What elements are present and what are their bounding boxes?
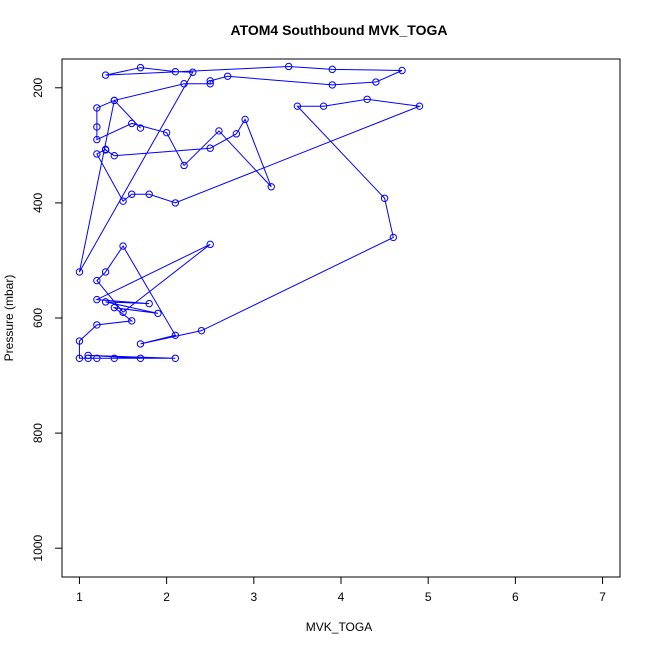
x-axis-label: MVK_TOGA xyxy=(306,620,372,634)
x-tick-label: 7 xyxy=(599,590,606,604)
data-point xyxy=(189,68,197,76)
data-point xyxy=(136,354,145,362)
data-point xyxy=(93,104,101,112)
plot-frame xyxy=(61,58,621,578)
data-point xyxy=(75,354,84,362)
y-tick-label: 400 xyxy=(31,193,45,213)
y-tick-label: 800 xyxy=(31,423,45,443)
x-tick-label: 4 xyxy=(338,590,345,604)
data-point xyxy=(162,128,171,137)
data-point xyxy=(119,197,127,205)
data-point xyxy=(84,354,92,362)
data-point xyxy=(380,194,389,202)
x-tick-label: 2 xyxy=(163,590,170,604)
x-tick-label: 1 xyxy=(76,590,83,604)
data-point xyxy=(154,309,162,318)
data-point xyxy=(93,135,101,144)
data-point xyxy=(328,81,336,89)
y-tick-label: 1000 xyxy=(31,535,45,562)
data-point xyxy=(206,144,214,152)
x-axis: 1 2 3 4 5 6 7 xyxy=(76,576,606,604)
data-point xyxy=(75,268,84,276)
x-tick-label: 3 xyxy=(250,590,257,604)
data-point xyxy=(110,303,119,312)
data-point xyxy=(206,77,214,85)
x-tick-label: 6 xyxy=(512,590,519,604)
data-point xyxy=(389,233,398,242)
data-point xyxy=(241,115,249,124)
data-point xyxy=(136,63,145,72)
data-point xyxy=(319,102,328,110)
data-point xyxy=(206,240,214,249)
data-point xyxy=(206,80,214,88)
data-point xyxy=(101,146,110,154)
data-point xyxy=(197,326,206,335)
data-point xyxy=(171,354,180,362)
data-point xyxy=(84,351,92,360)
data-point xyxy=(101,71,110,79)
data-point xyxy=(180,80,188,88)
data-point xyxy=(328,65,336,74)
x-tick-label: 5 xyxy=(425,590,432,604)
data-point xyxy=(128,317,136,325)
data-point xyxy=(372,78,380,86)
data-point xyxy=(101,268,110,276)
plot-area xyxy=(75,62,424,362)
y-tick-label: 600 xyxy=(31,308,45,328)
data-point xyxy=(128,119,136,128)
data-point xyxy=(93,295,101,304)
data-point xyxy=(215,127,223,135)
data-point xyxy=(128,190,136,198)
series-line xyxy=(78,65,422,359)
data-point xyxy=(415,102,424,110)
data-point xyxy=(363,95,371,103)
data-point xyxy=(110,354,119,362)
chart-title: ATOM4 Southbound MVK_TOGA xyxy=(231,22,448,38)
data-point xyxy=(93,123,101,131)
data-point xyxy=(136,124,145,132)
data-point xyxy=(110,96,119,105)
data-point xyxy=(119,242,127,250)
data-point xyxy=(171,199,180,207)
data-point xyxy=(93,354,101,362)
y-axis-label: Pressure (mbar) xyxy=(2,275,16,362)
data-point xyxy=(93,276,101,285)
data-point xyxy=(284,62,293,71)
data-point xyxy=(136,340,145,348)
data-point xyxy=(110,151,119,160)
data-point xyxy=(398,66,406,75)
data-point xyxy=(145,299,153,308)
data-point xyxy=(93,321,101,329)
data-point xyxy=(101,298,110,306)
data-point xyxy=(119,308,127,316)
data-point xyxy=(223,72,232,80)
data-point xyxy=(75,337,84,345)
data-point xyxy=(267,183,275,191)
data-point xyxy=(293,102,302,110)
data-point xyxy=(180,161,188,170)
data-point xyxy=(232,130,241,138)
y-axis: 200 400 600 800 1000 xyxy=(31,77,63,562)
data-point xyxy=(93,150,101,158)
data-point xyxy=(171,67,180,76)
y-tick-label: 200 xyxy=(31,77,45,97)
data-point xyxy=(145,190,153,198)
data-point xyxy=(171,331,180,339)
